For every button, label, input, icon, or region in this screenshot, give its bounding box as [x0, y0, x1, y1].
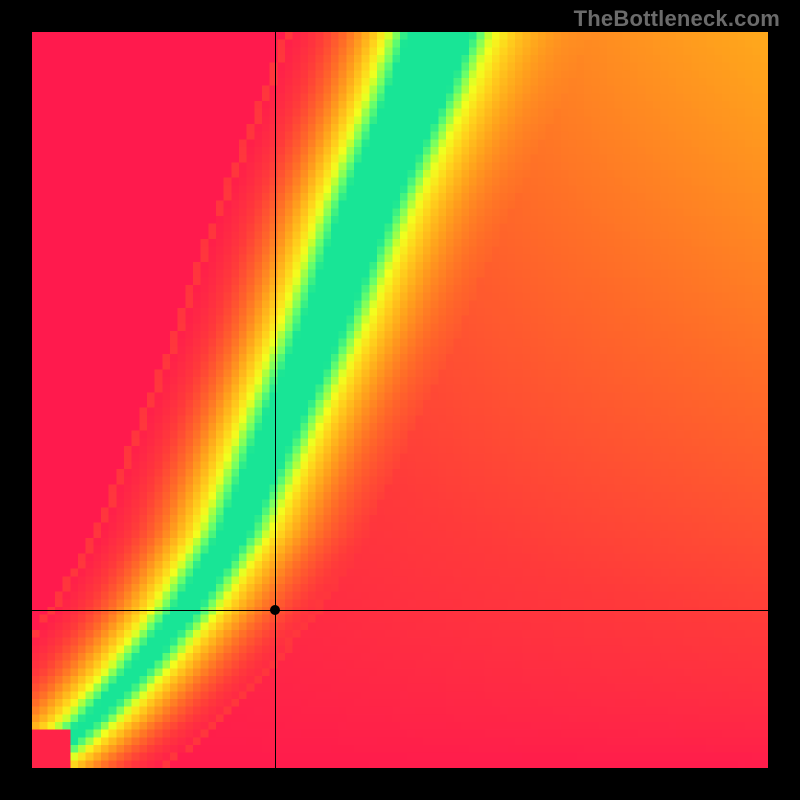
heatmap-canvas: [32, 32, 768, 768]
marker-dot: [270, 605, 280, 615]
crosshair-vertical: [275, 32, 276, 768]
plot-frame: [32, 32, 768, 768]
crosshair-horizontal: [32, 610, 768, 611]
watermark-text: TheBottleneck.com: [574, 6, 780, 32]
